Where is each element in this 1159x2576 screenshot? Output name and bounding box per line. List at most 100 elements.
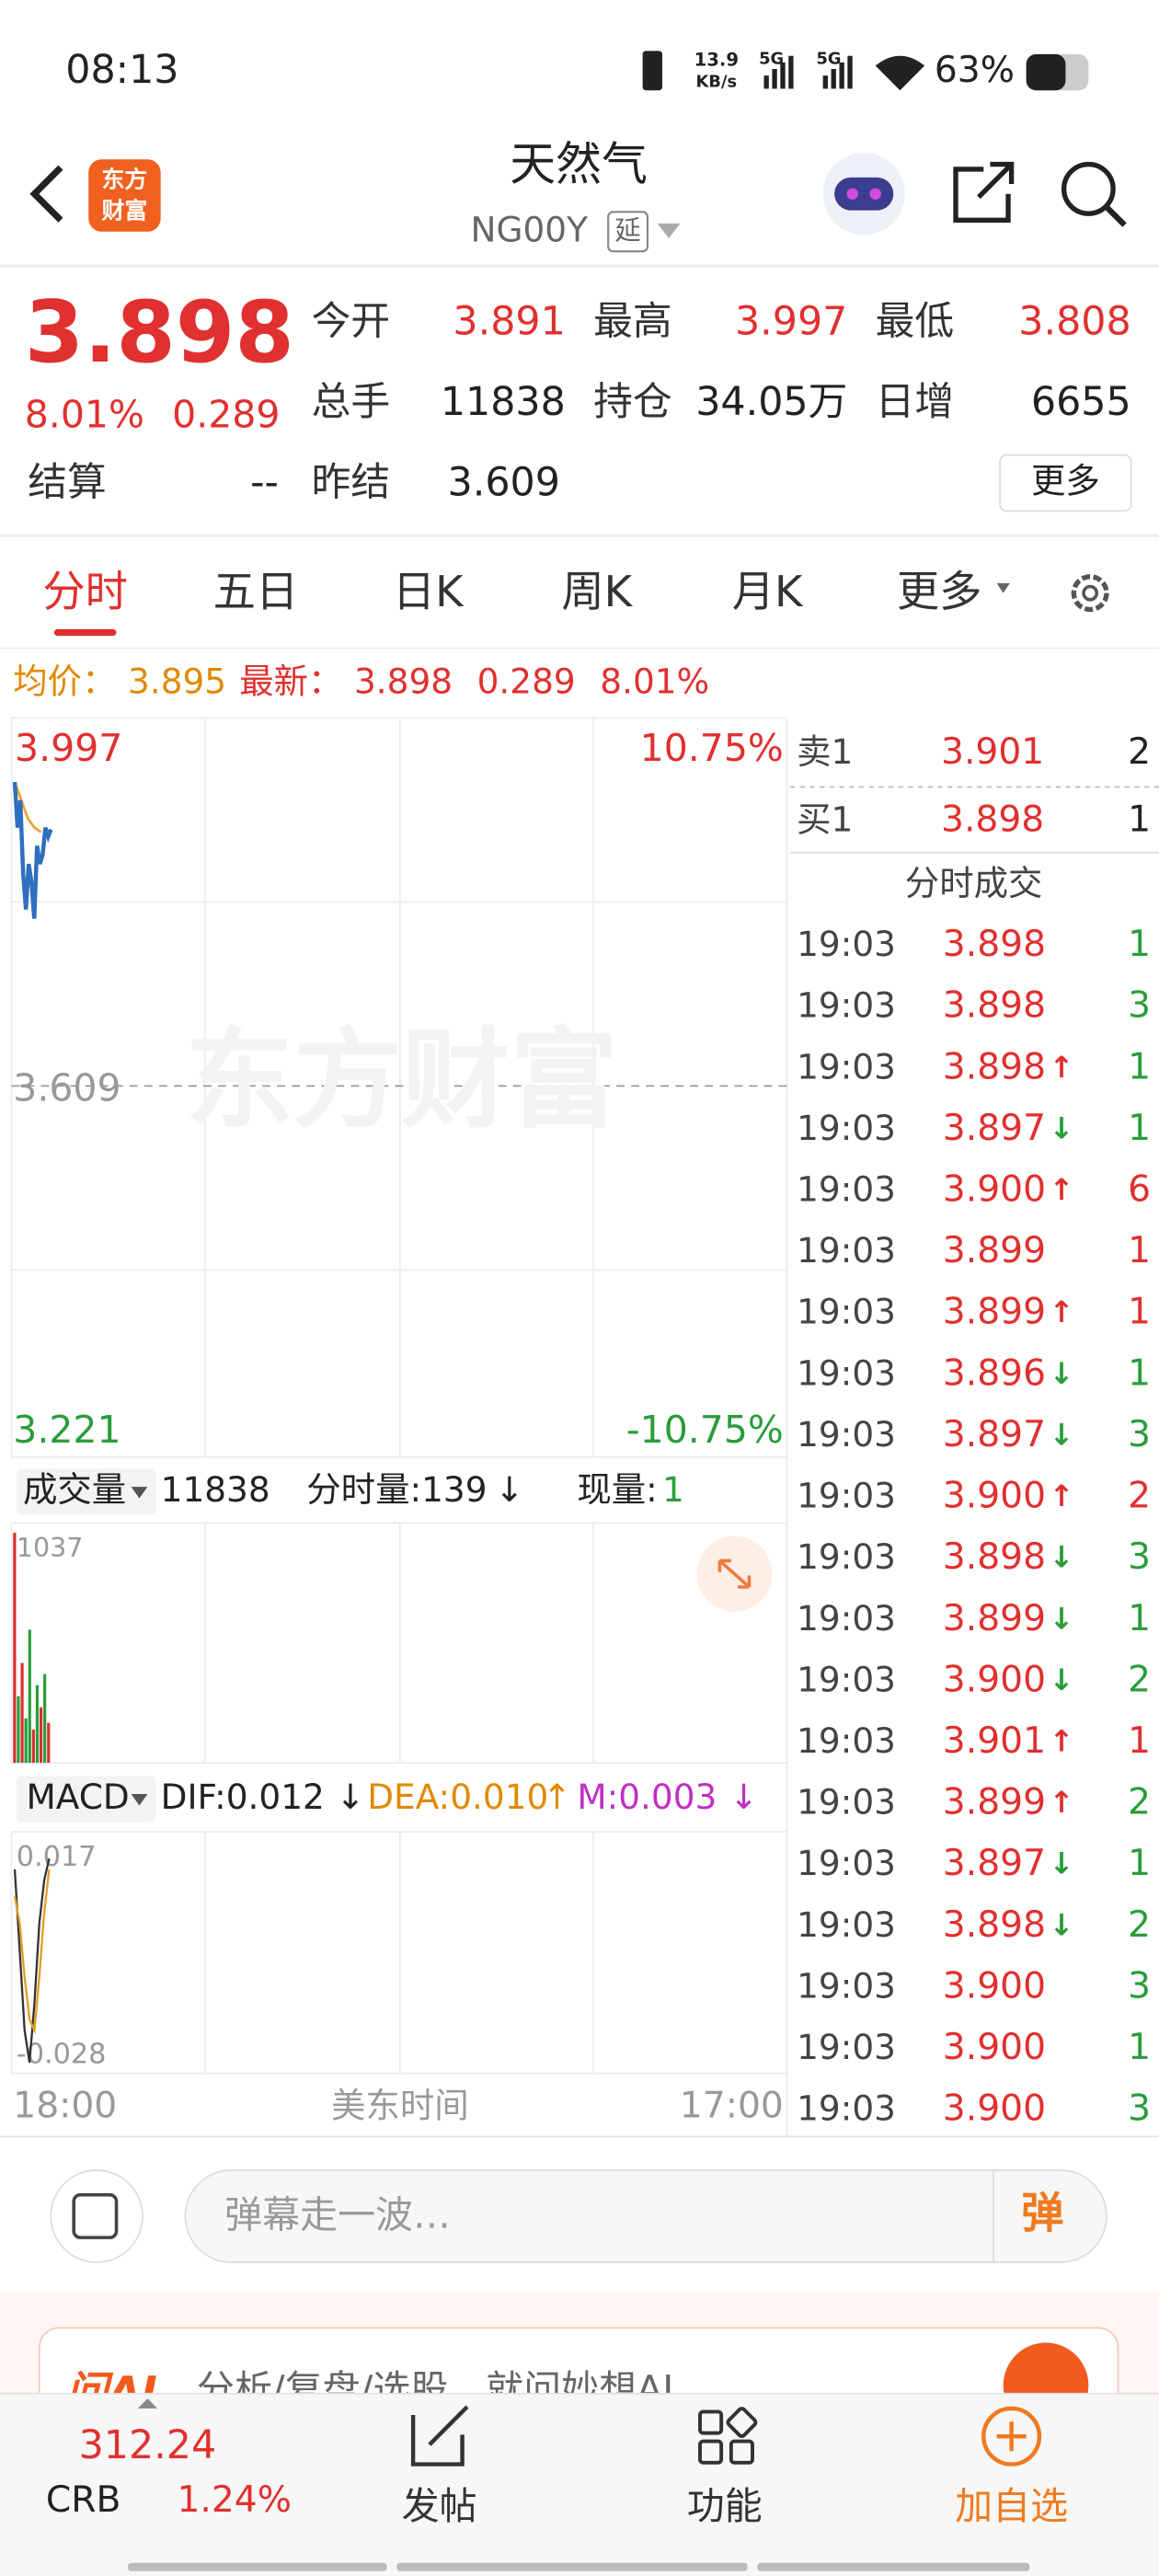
dropdown-arrow: [131, 1794, 148, 1806]
post-icon[interactable]: [410, 2405, 469, 2467]
trade-price: 3.898: [943, 1046, 1046, 1087]
macd-dif: DIF:0.012: [161, 1777, 325, 1817]
trade-volume: 3: [1128, 2088, 1151, 2130]
delay-tag: 延: [614, 215, 641, 246]
price-line: [12, 781, 53, 919]
trade-arrow: ↑: [1050, 1723, 1074, 1758]
status-time: 08:13: [65, 47, 178, 93]
current-volume-label: 现量:: [577, 1469, 657, 1510]
back-button[interactable]: [29, 165, 63, 223]
trade-volume: 1: [1128, 1108, 1151, 1149]
dropdown-arrow[interactable]: [657, 223, 681, 238]
nav-caret: [137, 2398, 158, 2409]
indicator-selector[interactable]: [16, 1776, 156, 1823]
add-icon[interactable]: [981, 2406, 1042, 2467]
trade-time: 19:03: [797, 1108, 896, 1148]
field-label: 持仓: [593, 379, 672, 425]
trade-price: 3.899: [943, 1598, 1046, 1639]
trade-volume: 1: [1128, 1352, 1151, 1394]
trade-price: 3.901: [943, 1720, 1046, 1762]
volume-selector[interactable]: [16, 1468, 156, 1515]
volume-bar: [43, 1673, 47, 1764]
trade-time: 19:03: [797, 1292, 896, 1332]
trade-price: 3.900: [943, 2088, 1046, 2130]
tab[interactable]: 更多: [897, 567, 982, 616]
book-label: 买1: [797, 799, 853, 839]
divider: [0, 647, 1159, 650]
trade-time: 19:03: [797, 1046, 896, 1087]
comment-input[interactable]: [184, 2169, 1107, 2263]
volume-bar: [35, 1685, 40, 1764]
nav-functions[interactable]: 功能: [687, 2484, 763, 2528]
notes-button[interactable]: [50, 2169, 143, 2263]
settings-button[interactable]: [1071, 574, 1109, 613]
page-title: 天然气: [510, 138, 648, 191]
search-button[interactable]: [1061, 161, 1116, 216]
trade-price: 3.900: [943, 1659, 1046, 1700]
trade-time: 19:03: [797, 985, 896, 1026]
trade-time: 19:03: [797, 1965, 896, 2006]
trade-volume: 2: [1128, 1659, 1151, 1700]
change-pct: 8.01%: [25, 393, 144, 437]
trade-volume: 3: [1128, 1536, 1151, 1578]
trade-time: 19:03: [797, 1476, 896, 1516]
share-button[interactable]: [953, 161, 1015, 223]
tab[interactable]: 五日: [213, 567, 299, 616]
more-label[interactable]: 更多: [1031, 460, 1100, 500]
signal-label: 5G: [817, 49, 842, 68]
instrument-code: NG00Y: [470, 209, 588, 249]
field-value: 34.05万: [695, 379, 847, 425]
trade-price: 3.896: [943, 1352, 1046, 1394]
more-button[interactable]: [999, 454, 1132, 512]
field-value: 6655: [1031, 379, 1131, 425]
trade-price: 3.900: [943, 2027, 1046, 2068]
dropdown-arrow: [131, 1487, 148, 1499]
battery-level: 63%: [935, 50, 1015, 91]
trade-volume: 1: [1128, 924, 1151, 965]
trade-time: 19:03: [797, 1782, 896, 1823]
trade-volume: 1: [1128, 1292, 1151, 1333]
volume-bar: [39, 1707, 43, 1764]
field-value: --: [250, 459, 279, 505]
trade-arrow: ↓: [1050, 1601, 1074, 1636]
trade-volume: 1: [1128, 2027, 1151, 2068]
divider: [0, 264, 1159, 269]
trade-price: 3.898: [943, 1536, 1046, 1578]
trade-arrow: ↑: [1050, 1294, 1074, 1329]
signal-icons: [763, 55, 853, 89]
trade-time: 19:03: [797, 1414, 896, 1455]
macd-arrow: ↑: [543, 1777, 571, 1817]
danmaku-button[interactable]: 弹: [1021, 2188, 1063, 2237]
comment-placeholder: 弹幕走一波…: [224, 2193, 451, 2237]
trade-price: 3.898: [943, 924, 1046, 965]
app-logo[interactable]: [88, 159, 161, 232]
trade-time: 19:03: [797, 2027, 896, 2067]
tab[interactable]: 月K: [732, 567, 804, 616]
trade-arrow: ↓: [1050, 1417, 1074, 1452]
info-avg: 3.895: [128, 661, 226, 701]
nav-add-watchlist[interactable]: 加自选: [955, 2484, 1068, 2528]
tab[interactable]: 分时: [42, 567, 128, 616]
info-avg-label: 均价：: [13, 661, 116, 701]
trade-volume: 1: [1128, 1843, 1151, 1884]
trade-volume: 1: [1128, 1720, 1151, 1762]
trade-arrow: ↓: [1050, 1110, 1074, 1145]
trade-price: 3.900: [943, 1168, 1046, 1210]
macd-label[interactable]: MACD: [27, 1777, 130, 1817]
trade-volume: 3: [1128, 985, 1151, 1027]
divider: [0, 534, 1159, 537]
trade-arrow: ↑: [1050, 1478, 1074, 1513]
trade-time: 19:03: [797, 2088, 896, 2129]
tab[interactable]: 周K: [561, 567, 633, 616]
volume-label[interactable]: 成交量: [23, 1469, 126, 1510]
nav-post[interactable]: 发帖: [402, 2484, 477, 2528]
field-label: 昨结: [312, 459, 391, 505]
trade-volume: 1: [1128, 1230, 1151, 1271]
tab[interactable]: 日K: [393, 567, 465, 616]
functions-icon[interactable]: [698, 2407, 758, 2465]
search-handle: [1104, 204, 1127, 227]
book-price: 3.898: [941, 799, 1044, 840]
field-label: 最低: [876, 298, 955, 344]
